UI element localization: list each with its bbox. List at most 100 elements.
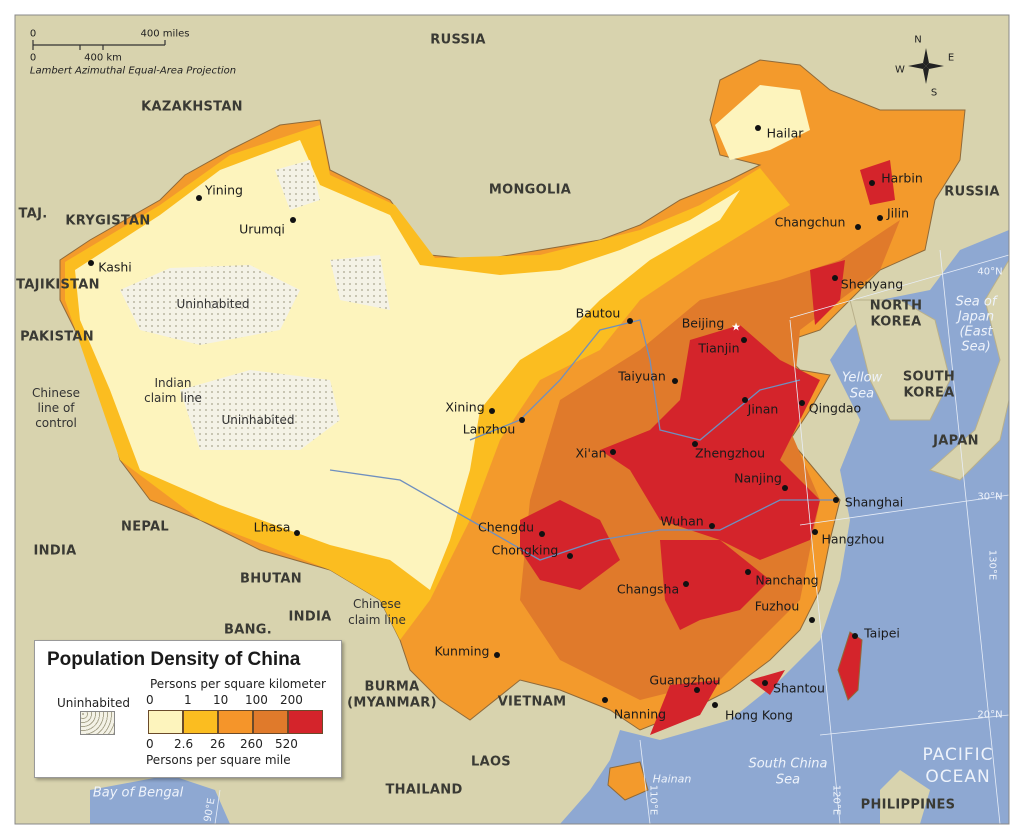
city-dot — [294, 530, 300, 536]
city-dot — [812, 529, 818, 535]
chinese-loc-2: line of — [37, 401, 75, 415]
city-dot — [692, 441, 698, 447]
city-dot — [742, 397, 748, 403]
legend-mile-unit: Persons per square mile — [146, 753, 291, 767]
city-dot — [741, 337, 747, 343]
compass-w: W — [895, 64, 905, 76]
country-russia: RUSSIA — [430, 32, 486, 48]
city-dot — [709, 523, 715, 529]
city-hangzhou: Hangzhou — [821, 531, 885, 547]
sea-of-japan-1: Sea of — [955, 294, 997, 310]
city-changsha: Changsha — [616, 581, 680, 597]
density-very-high-sichuan — [520, 500, 620, 590]
city-jilin: Jilin — [886, 205, 910, 221]
city-dot — [672, 378, 678, 384]
country-south-korea-1: SOUTH — [902, 369, 956, 385]
city-wuhan: Wuhan — [660, 513, 704, 529]
city-dot — [567, 553, 573, 559]
country-india: INDIA — [33, 543, 77, 559]
scale-km-zero: 0 — [29, 52, 37, 64]
legend-title: Population Density of China — [47, 649, 301, 670]
uninhabited-label-2: Uninhabited — [221, 413, 295, 427]
city-yining: Yining — [205, 182, 243, 198]
city-dot — [88, 260, 94, 266]
yellow-sea-1: Yellow — [841, 370, 883, 386]
city-taiyuan: Taiyuan — [618, 368, 666, 384]
uninhabited-tibet — [180, 370, 340, 450]
philippines — [880, 770, 930, 824]
country-bhutan: BHUTAN — [240, 571, 302, 587]
city-nanchang: Nanchang — [755, 572, 819, 588]
city-guangzhou: Guangzhou — [649, 672, 721, 688]
city-zhengzhou: Zhengzhou — [694, 445, 766, 461]
city-dot — [627, 318, 633, 324]
country-tajikistan: TAJIKISTAN — [16, 277, 100, 293]
legend-mile-tick-2: 26 — [210, 737, 226, 751]
country-north-korea-1: NORTH — [869, 298, 923, 314]
country-india-east: INDIA — [288, 609, 332, 625]
country-north-korea-2: KOREA — [870, 314, 922, 330]
legend-km-tick-3: 100 — [245, 693, 268, 707]
city-taipei: Taipei — [864, 625, 900, 641]
country-bangladesh: BANG. — [224, 622, 272, 638]
city-lanzhou: Lanzhou — [462, 421, 516, 437]
density-very-high-hunan — [660, 540, 770, 630]
scale-miles-zero: 0 — [29, 28, 37, 40]
country-laos: LAOS — [471, 754, 511, 770]
city-kunming: Kunming — [434, 643, 490, 659]
city-dot — [494, 652, 500, 658]
city-dot — [762, 680, 768, 686]
city-nanjing: Nanjing — [734, 470, 782, 486]
country-mongolia: MONGOLIA — [488, 182, 572, 198]
chinese-claim-2: claim line — [348, 613, 406, 627]
legend-swatch-200-plus — [288, 710, 323, 734]
legend: Population Density of China Persons per … — [34, 640, 342, 778]
legend-km-tick-1: 1 — [184, 693, 192, 707]
country-nepal: NEPAL — [121, 519, 169, 535]
compass-n: N — [914, 34, 922, 46]
lat-20: 20°N — [977, 709, 1003, 721]
city-dot — [855, 224, 861, 230]
legend-km-tick-4: 200 — [280, 693, 303, 707]
city-dot — [869, 180, 875, 186]
country-thailand: THAILAND — [385, 782, 463, 798]
city-dot — [290, 217, 296, 223]
taiwan — [837, 631, 863, 701]
city-shanghai: Shanghai — [844, 494, 904, 510]
yangtze-river — [329, 469, 836, 561]
bay-of-bengal: Bay of Bengal — [92, 785, 184, 801]
lon-130: 130°E — [986, 549, 998, 581]
country-kyrgyzstan: KRYGISTAN — [65, 213, 151, 229]
south-china-sea-2: Sea — [775, 772, 801, 788]
density-very-high-north-china-plain — [600, 325, 820, 560]
country-pakistan: PAKISTAN — [20, 329, 94, 345]
density-very-high-northeast — [810, 160, 895, 325]
city-dot — [602, 697, 608, 703]
city-shantou: Shantou — [773, 680, 825, 696]
country-tajikistan-abbr: TAJ. — [18, 206, 48, 222]
city-dot — [832, 275, 838, 281]
gridlines — [214, 249, 1010, 825]
legend-swatch-0-1 — [148, 710, 183, 734]
city-hong-kong: Hong Kong — [725, 707, 793, 723]
ocean — [90, 230, 1009, 824]
country-japan: JAPAN — [933, 433, 979, 449]
korea — [849, 299, 951, 421]
country-burma-2: (MYANMAR) — [347, 695, 437, 711]
capital-star-icon: ★ — [731, 320, 741, 334]
city-dot — [694, 687, 700, 693]
legend-km-unit: Persons per square kilometer — [150, 677, 326, 691]
hainan-label: Hainan — [652, 772, 692, 786]
pacific-ocean-1: PACIFIC — [922, 745, 994, 765]
city-dot — [809, 617, 815, 623]
indian-claim-2: claim line — [144, 391, 202, 405]
city-dot — [745, 569, 751, 575]
city-hailar: Hailar — [766, 125, 804, 141]
country-burma-1: BURMA — [364, 679, 420, 695]
city-chengdu: Chengdu — [477, 519, 535, 535]
legend-mile-tick-3: 260 — [240, 737, 263, 751]
city-dot — [519, 417, 525, 423]
compass-e: E — [947, 52, 955, 64]
city-dot — [799, 400, 805, 406]
